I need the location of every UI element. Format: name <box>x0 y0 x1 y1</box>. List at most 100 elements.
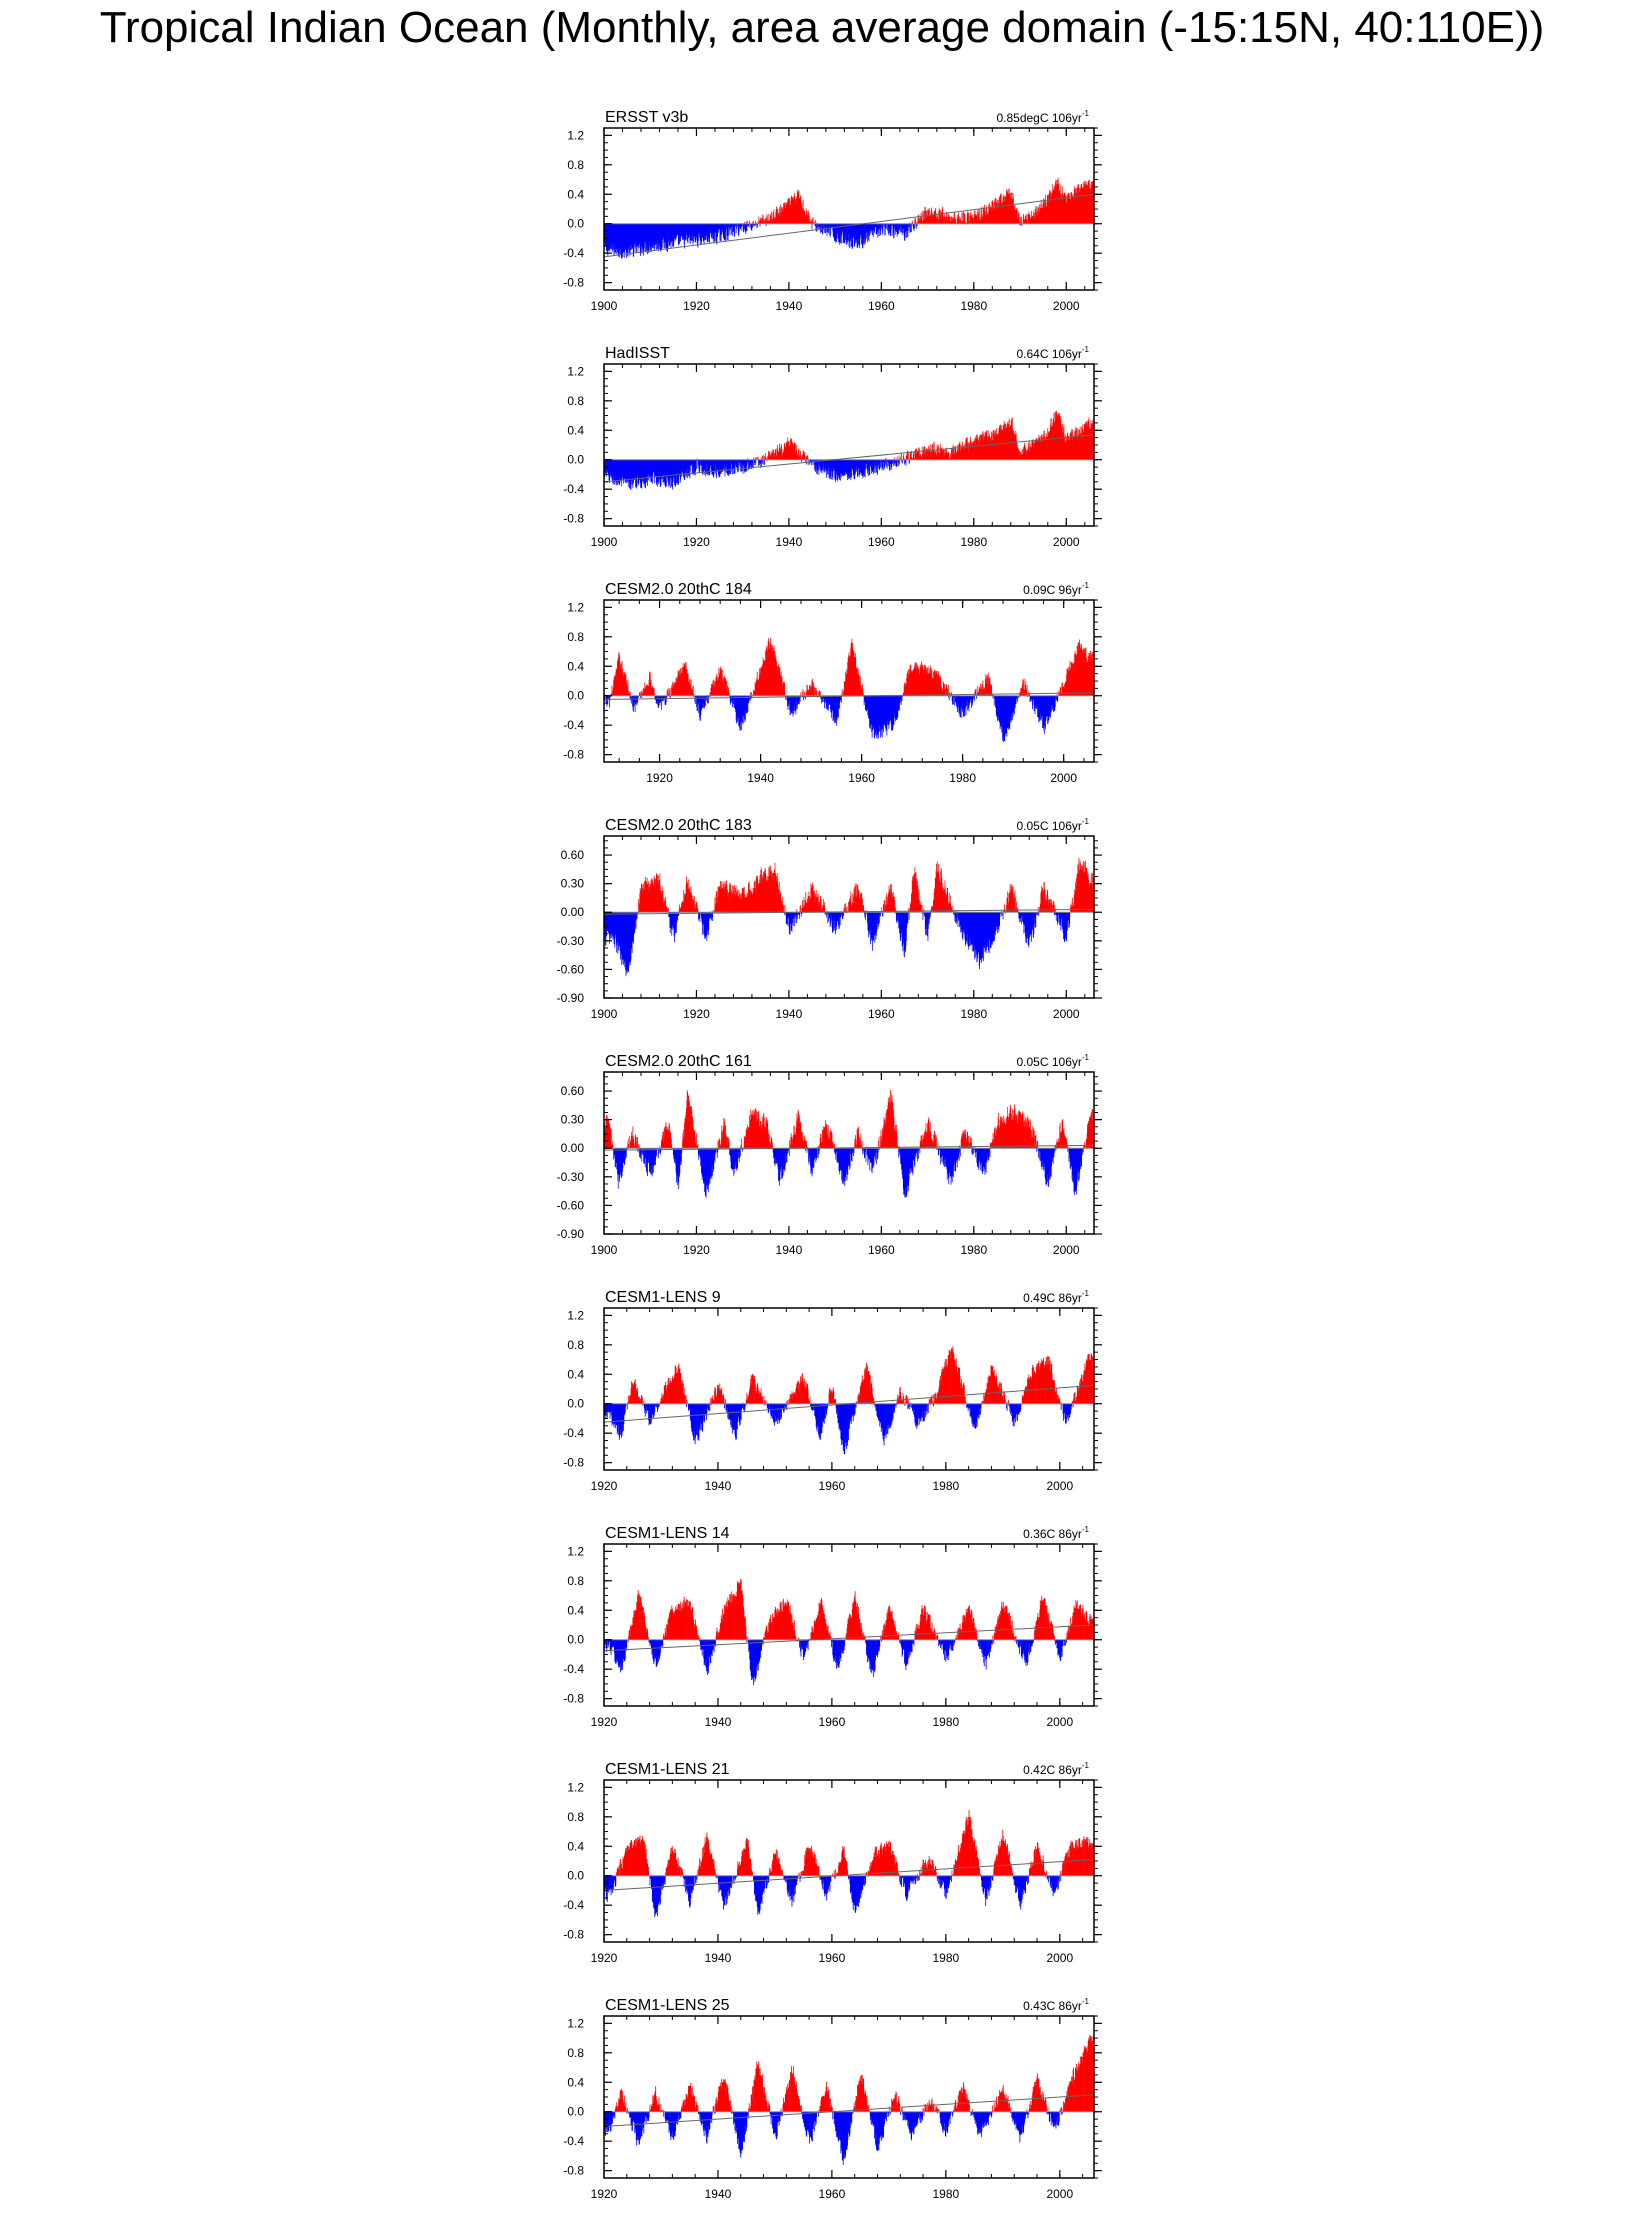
data-bar <box>919 218 920 224</box>
data-bar <box>842 689 843 696</box>
data-bar <box>784 905 785 913</box>
data-bar <box>949 696 950 700</box>
trend-label: 0.05C 106yr-1 <box>1017 817 1090 833</box>
data-bar <box>1019 214 1020 223</box>
bars-group <box>604 178 1094 259</box>
x-tick-label: 1940 <box>747 771 774 785</box>
data-bar <box>814 687 815 695</box>
data-bar <box>800 905 801 912</box>
data-bar <box>1021 217 1022 224</box>
data-bar <box>769 220 770 224</box>
data-bar <box>764 460 765 465</box>
data-bar <box>887 224 888 231</box>
data-bar <box>813 217 814 224</box>
data-bar <box>821 899 822 912</box>
data-bar <box>785 692 786 696</box>
data-bar <box>801 912 802 916</box>
data-bar <box>973 696 974 700</box>
data-bar <box>901 696 902 705</box>
data-bar <box>969 215 970 223</box>
data-bar <box>755 460 756 465</box>
data-bar <box>902 460 903 464</box>
data-bar <box>844 904 845 912</box>
panel-title: CESM2.0 20thC 184 <box>605 581 752 598</box>
data-bar <box>736 224 737 229</box>
data-bar <box>637 912 638 918</box>
data-bar <box>747 224 748 231</box>
data-bar <box>815 220 816 224</box>
trend-label: 0.64C 106yr-1 <box>1017 345 1090 361</box>
data-bar <box>827 912 828 923</box>
data-bar <box>894 460 895 464</box>
data-bar <box>915 218 916 223</box>
data-bar <box>750 696 751 701</box>
data-bar <box>678 912 679 916</box>
data-bar <box>880 912 881 916</box>
trend-label: 0.09C 96yr-1 <box>1023 581 1089 597</box>
data-bar <box>946 685 947 696</box>
data-bar <box>807 455 808 460</box>
data-bar <box>816 688 817 696</box>
data-bar <box>710 692 711 696</box>
data-bar <box>668 688 669 696</box>
data-bar <box>797 912 798 919</box>
bars-group <box>604 638 1094 742</box>
data-bar <box>773 449 774 460</box>
data-bar <box>965 214 966 224</box>
data-bar <box>901 453 902 460</box>
panel-title: CESM2.0 20thC 183 <box>605 817 752 834</box>
data-bar <box>914 224 915 229</box>
data-bar <box>758 460 759 467</box>
data-bar <box>908 453 909 459</box>
x-tick-label: 1960 <box>868 299 895 313</box>
x-tick-label: 2000 <box>1053 535 1080 549</box>
data-bar <box>843 912 844 916</box>
data-bar <box>899 455 900 459</box>
data-bar <box>771 451 772 459</box>
data-bar <box>763 455 764 460</box>
data-bar <box>890 460 891 464</box>
data-bar <box>801 455 802 460</box>
bars-group <box>604 858 1094 977</box>
data-bar <box>751 692 752 696</box>
y-tick-label: 1.2 <box>567 128 584 142</box>
data-bar <box>826 912 827 917</box>
data-bar <box>656 696 657 704</box>
x-tick-label: 1960 <box>848 771 875 785</box>
panel-title: HadISST <box>605 345 670 362</box>
x-tick-label: 1980 <box>960 535 987 549</box>
data-bar <box>764 456 765 460</box>
data-bar <box>809 219 810 223</box>
data-bar <box>752 224 753 231</box>
x-tick-label: 1920 <box>683 535 710 549</box>
y-tick-label: 1.2 <box>567 600 584 614</box>
data-bar <box>762 456 763 460</box>
data-bar <box>904 460 905 465</box>
data-bar <box>695 696 696 704</box>
y-tick-label: 0.0 <box>567 453 584 467</box>
data-bar <box>1027 220 1028 224</box>
data-bar <box>748 696 749 703</box>
data-bar <box>804 692 805 696</box>
data-bar <box>801 908 802 912</box>
data-bar <box>762 460 763 464</box>
data-bar <box>911 224 912 232</box>
data-bar <box>923 909 924 913</box>
data-bar <box>765 218 766 224</box>
data-bar <box>948 685 949 696</box>
data-bar <box>1017 696 1018 702</box>
data-bar <box>1056 696 1057 701</box>
data-bar <box>862 898 863 912</box>
data-bar <box>886 460 887 467</box>
data-bar <box>668 908 669 912</box>
data-bar <box>962 212 963 223</box>
y-tick-label: 0.8 <box>567 158 584 172</box>
data-bar <box>1055 696 1056 707</box>
y-tick-label: 0.0 <box>567 689 584 703</box>
data-bar <box>1019 451 1020 460</box>
data-bar <box>949 455 950 459</box>
